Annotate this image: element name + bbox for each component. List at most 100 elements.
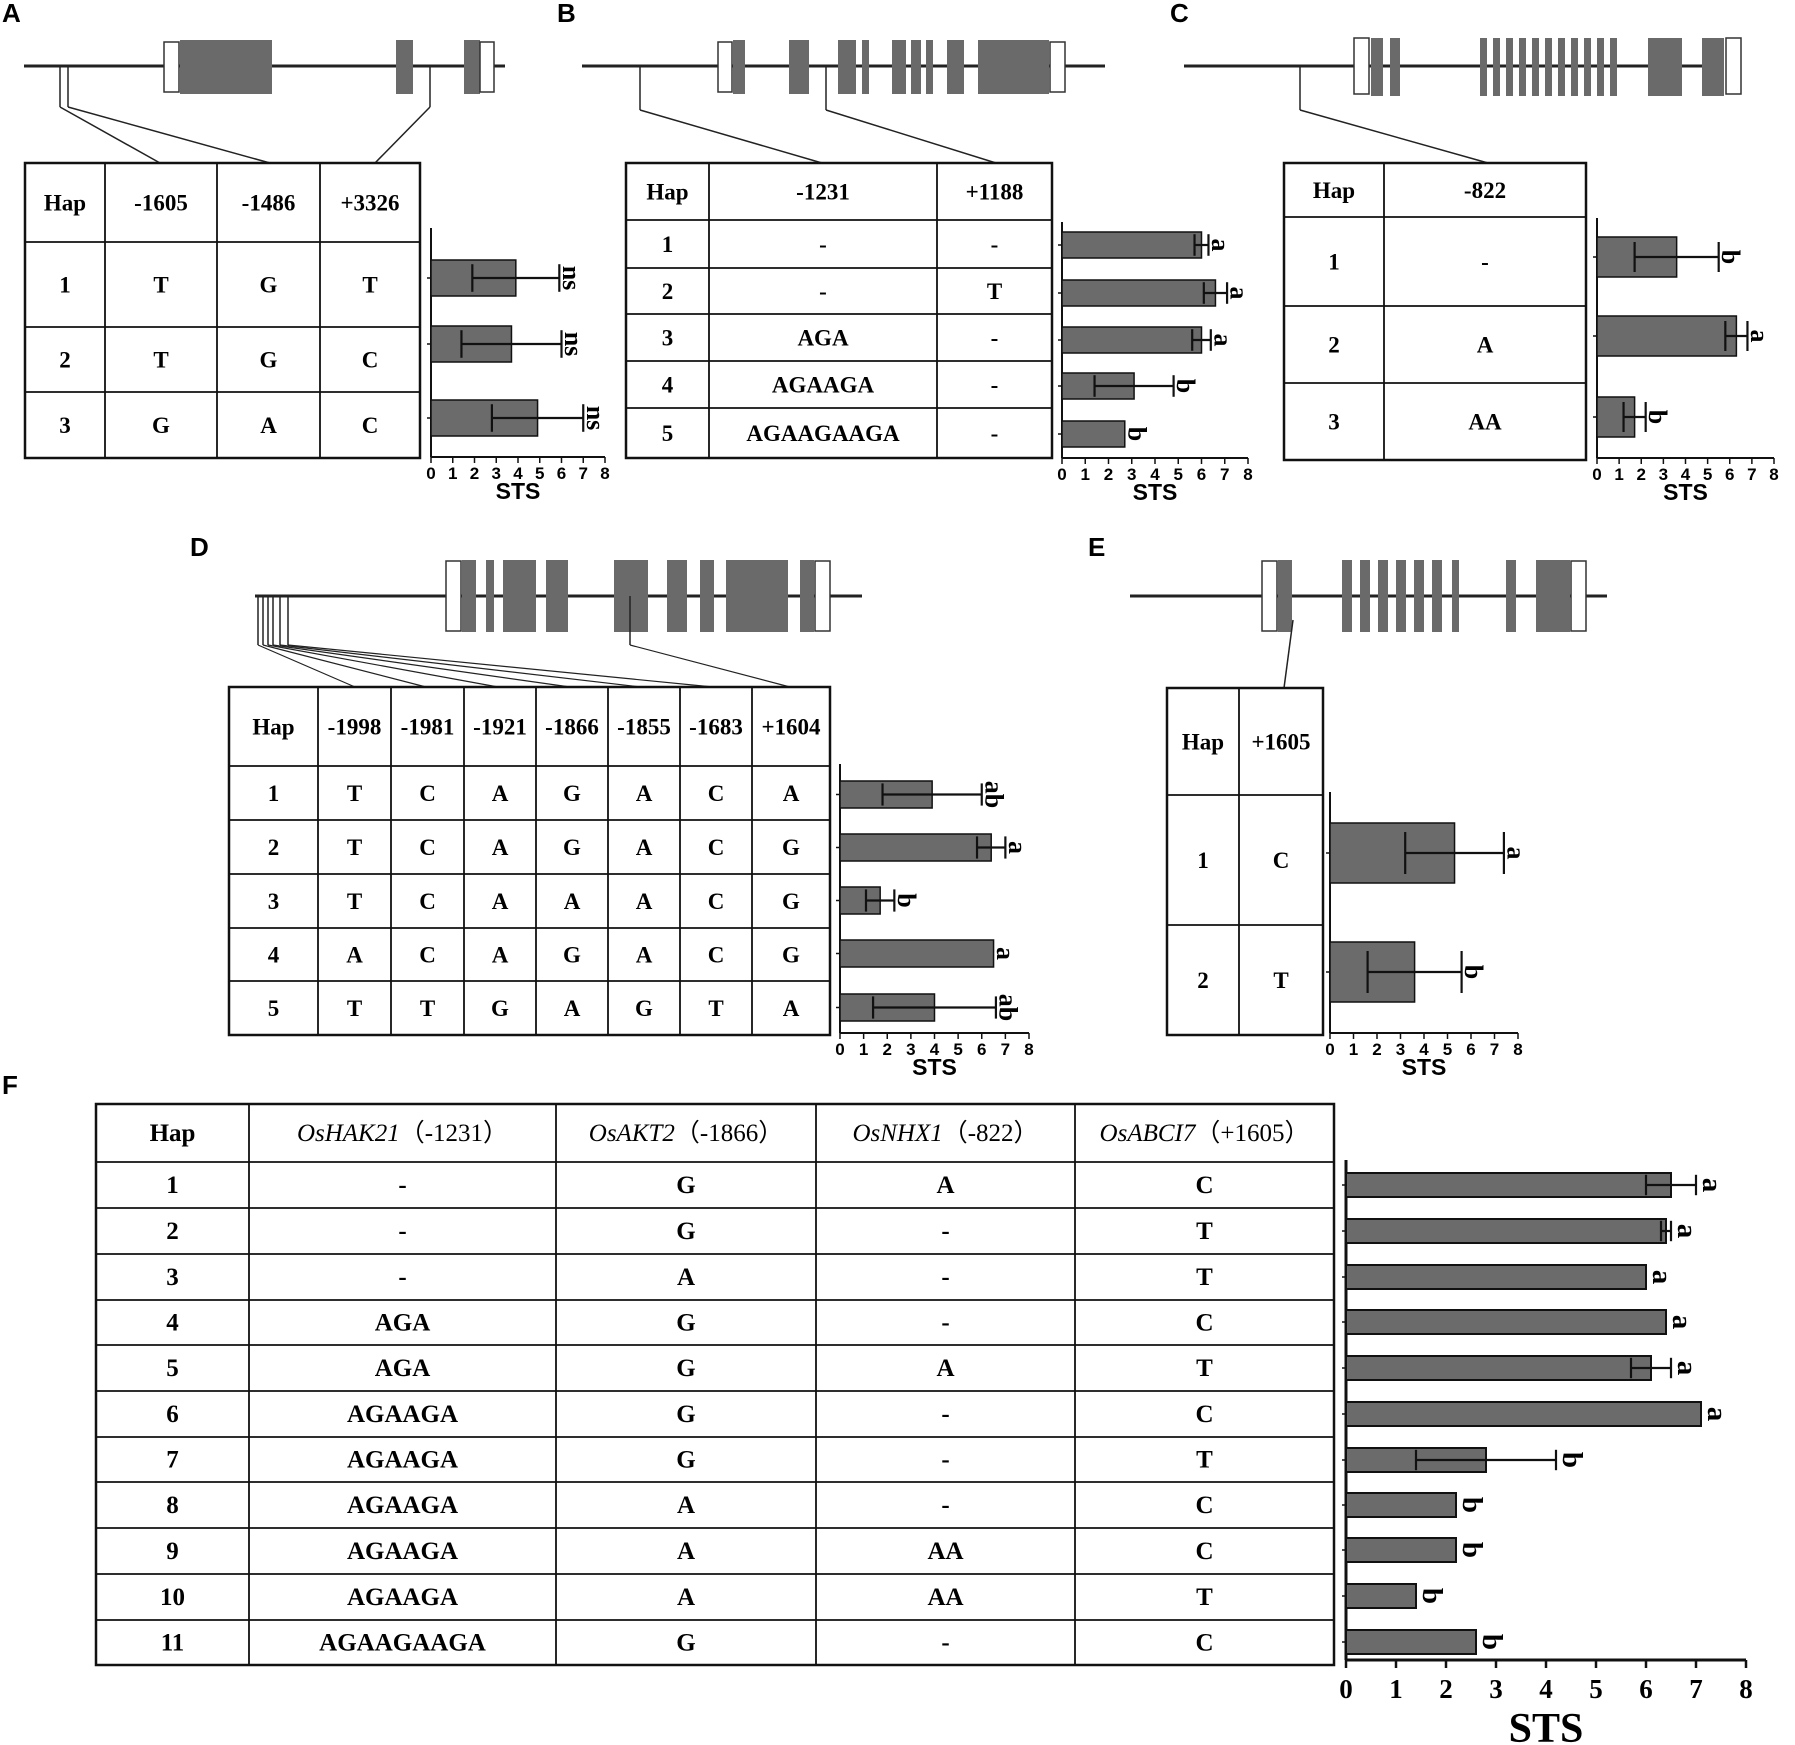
- table-cell: G: [676, 1447, 695, 1474]
- table-cell: A: [346, 943, 363, 968]
- x-tick-label: 6: [1639, 1674, 1653, 1704]
- significance-label: a: [1003, 841, 1032, 854]
- table-cell: AGAAGA: [772, 373, 875, 398]
- table-cell: T: [153, 348, 168, 373]
- table-cell: 3: [662, 326, 674, 351]
- table-cell: G: [782, 943, 800, 968]
- table-cell: 5: [662, 421, 674, 446]
- x-tick-label: 0: [1592, 465, 1601, 484]
- table-header-cell: -1486: [242, 191, 296, 216]
- table-cell: -: [991, 421, 999, 446]
- significance-label: ns: [557, 266, 586, 291]
- x-tick-label: 1: [1081, 465, 1090, 484]
- significance-label: a: [1501, 847, 1530, 860]
- table-cell: T: [347, 996, 362, 1021]
- table-cell: -: [991, 326, 999, 351]
- bar: [1345, 1492, 1457, 1518]
- table-header-cell: OsAKT2（-1866）: [589, 1119, 783, 1147]
- table-cell: A: [564, 996, 581, 1021]
- table-cell: G: [563, 835, 581, 860]
- significance-label: b: [1716, 250, 1745, 264]
- table-cell: C: [708, 889, 725, 914]
- table-header-cell: Hap: [1313, 178, 1355, 203]
- table-cell: 2: [268, 835, 280, 860]
- table-cell: C: [708, 943, 725, 968]
- significance-label: ab: [993, 994, 1022, 1021]
- significance-label: a: [1666, 1315, 1698, 1330]
- table-cell: AGA: [375, 1310, 431, 1337]
- x-axis-title: STS: [1133, 479, 1178, 505]
- table-header-cell: OsABCI7（+1605）: [1100, 1119, 1310, 1147]
- bar: [1345, 1218, 1667, 1244]
- x-tick-label: 2: [883, 1040, 892, 1059]
- gene-model-b: [582, 40, 1105, 164]
- table-header-cell: +1604: [761, 715, 821, 740]
- table-cell: T: [347, 889, 362, 914]
- table-cell: C: [419, 889, 436, 914]
- bar: [1345, 1355, 1652, 1381]
- table-cell: 11: [161, 1630, 185, 1657]
- x-tick-label: 1: [859, 1040, 868, 1059]
- table-cell: AGAAGAAGA: [746, 421, 900, 446]
- x-tick-label: 4: [513, 464, 523, 483]
- table-cell: AGA: [375, 1355, 431, 1382]
- table-header-cell: +1188: [966, 180, 1024, 205]
- table-cell: AGAAGA: [347, 1401, 458, 1428]
- x-tick-label: 5: [1174, 465, 1183, 484]
- table-cell: A: [492, 889, 509, 914]
- x-tick-label: 7: [1490, 1040, 1499, 1059]
- table-cell: -: [398, 1264, 406, 1291]
- table-cell: 2: [1197, 968, 1209, 993]
- table-cell: 1: [662, 232, 674, 257]
- x-tick-label: 3: [1489, 1674, 1503, 1704]
- sts-bar-chart-e: 0 1 2 3 4 5 6 7 8 STS a b: [1325, 792, 1530, 1080]
- table-cell: C: [362, 348, 379, 373]
- table-cell: G: [676, 1218, 695, 1245]
- table-cell: G: [260, 348, 278, 373]
- x-axis-title: STS: [496, 478, 541, 504]
- x-tick-label: 5: [1703, 465, 1712, 484]
- table-cell: -: [991, 232, 999, 257]
- table-cell: G: [152, 413, 170, 438]
- x-tick-label: 6: [1466, 1040, 1475, 1059]
- bar: [1596, 315, 1738, 357]
- table-cell: -: [1481, 250, 1489, 275]
- table-cell: A: [260, 413, 277, 438]
- table-cell: -: [398, 1172, 406, 1199]
- table-cell: 9: [166, 1538, 179, 1565]
- panel-label-e: E: [1088, 532, 1105, 562]
- table-cell: 3: [166, 1264, 179, 1291]
- significance-label: ab: [979, 781, 1008, 808]
- table-header-cell: -1231: [796, 180, 850, 205]
- significance-label: a: [991, 947, 1020, 960]
- table-cell: AGAAGAAGA: [319, 1630, 486, 1657]
- table-header-cell: -1683: [689, 715, 743, 740]
- table-header-cell: OsNHX1（-822）: [852, 1119, 1038, 1147]
- bar: [1345, 1583, 1417, 1609]
- table-cell: A: [636, 943, 653, 968]
- table-cell: T: [987, 279, 1002, 304]
- bar: [1061, 326, 1203, 354]
- table-cell: -: [941, 1401, 949, 1428]
- x-tick-label: 2: [1439, 1674, 1453, 1704]
- table-border: [227, 685, 832, 1037]
- table-cell: T: [1196, 1584, 1213, 1611]
- table-cell: C: [708, 835, 725, 860]
- table-cell: A: [492, 781, 509, 806]
- table-cell: T: [1196, 1218, 1213, 1245]
- table-cell: 2: [166, 1218, 179, 1245]
- table-cell: 2: [59, 348, 71, 373]
- table-cell: C: [419, 781, 436, 806]
- table-cell: -: [941, 1630, 949, 1657]
- table-cell: 1: [268, 781, 280, 806]
- x-tick-label: 2: [1372, 1040, 1381, 1059]
- table-cell: 4: [166, 1310, 179, 1337]
- table-cell: A: [783, 781, 800, 806]
- table-cell: -: [819, 232, 827, 257]
- table-cell: G: [782, 889, 800, 914]
- table-border: [1282, 161, 1588, 462]
- significance-label: ns: [559, 332, 588, 357]
- haplotype-table-e: Hap +1605 1 C 2 T: [1165, 686, 1325, 1037]
- haplotype-table-b: Hap -1231 +1188 1 - - 2 - T 3 AGA - 4 AGAAGA - 5 AGAAGAA…: [624, 161, 1054, 460]
